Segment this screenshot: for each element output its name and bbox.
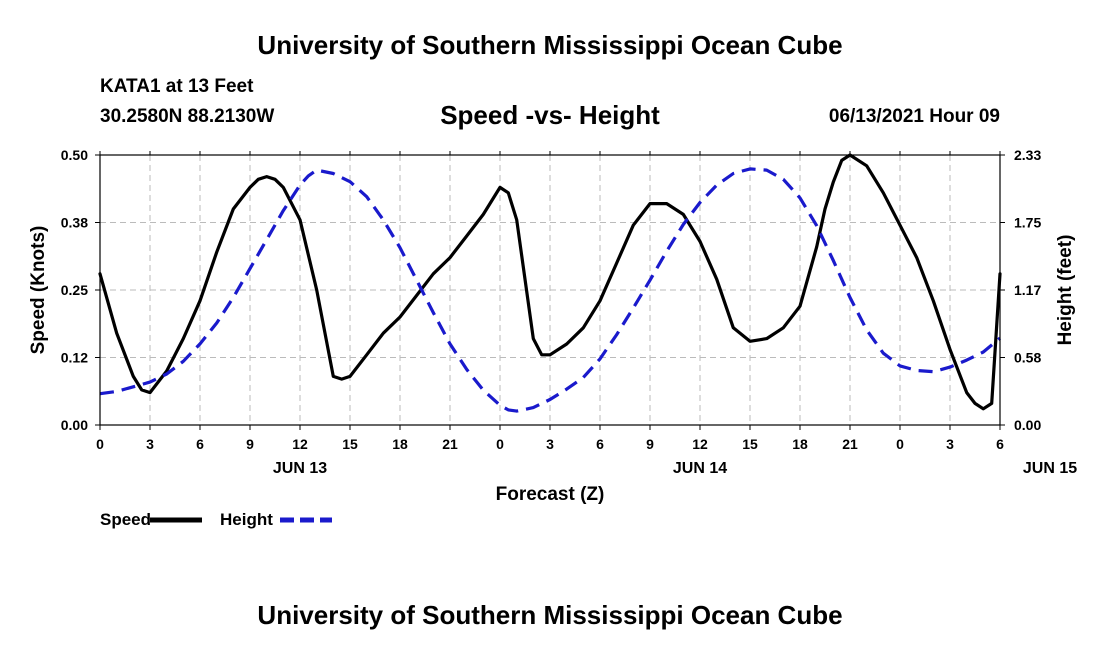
x-tick-label: 15 xyxy=(742,436,758,452)
x-tick-label: 9 xyxy=(246,436,254,452)
y-right-axis-title: Height (feet) xyxy=(1055,235,1076,346)
y-right-tick-label: 0.00 xyxy=(1014,417,1041,433)
series-line-height xyxy=(99,167,1002,413)
page-title-top: University of Southern Mississippi Ocean… xyxy=(257,30,843,60)
x-tick-label: 15 xyxy=(342,436,358,452)
date-label: JUN 15 xyxy=(1023,460,1077,477)
x-tick-label: 9 xyxy=(646,436,654,452)
y-left-tick-label: 0.00 xyxy=(61,417,88,433)
x-tick-label: 0 xyxy=(96,436,104,452)
y-left-axis-title: Speed (Knots) xyxy=(28,226,49,355)
x-tick-label: 6 xyxy=(196,436,204,452)
x-tick-label: 6 xyxy=(996,436,1004,452)
y-right-tick-label: 1.75 xyxy=(1014,215,1041,231)
x-tick-label: 21 xyxy=(842,436,858,452)
x-tick-label: 12 xyxy=(692,436,708,452)
station-coordinates: 30.2580N 88.2130W xyxy=(100,106,275,127)
x-tick-label: 12 xyxy=(292,436,308,452)
x-tick-label: 3 xyxy=(546,436,554,452)
x-axis-title: Forecast (Z) xyxy=(496,484,605,505)
y-left-tick-label: 0.25 xyxy=(61,282,88,298)
page-title-bottom: University of Southern Mississippi Ocean… xyxy=(257,600,843,630)
y-right-tick-label: 0.58 xyxy=(1014,350,1041,366)
chart-title: Speed -vs- Height xyxy=(440,100,660,130)
x-tick-label: 6 xyxy=(596,436,604,452)
x-tick-label: 3 xyxy=(946,436,954,452)
y-left-tick-label: 0.12 xyxy=(61,350,88,366)
station-label: KATA1 at 13 Feet xyxy=(100,76,254,97)
series-line-speed xyxy=(98,153,1002,411)
grid-lines xyxy=(100,155,1000,425)
x-tick-label: 0 xyxy=(496,436,504,452)
forecast-date: 06/13/2021 Hour 09 xyxy=(828,106,1000,127)
x-tick-label: 18 xyxy=(792,436,808,452)
legend-label-speed: Speed xyxy=(100,510,151,529)
x-tick-label: 21 xyxy=(442,436,458,452)
date-label: JUN 14 xyxy=(673,460,727,477)
legend-label-height: Height xyxy=(220,510,273,529)
x-tick-label: 3 xyxy=(146,436,154,452)
y-left-tick-label: 0.50 xyxy=(61,147,88,163)
x-tick-label: 18 xyxy=(392,436,408,452)
y-left-tick-label: 0.38 xyxy=(61,215,88,231)
date-label: JUN 13 xyxy=(273,460,327,477)
x-tick-label: 0 xyxy=(896,436,904,452)
y-right-tick-label: 1.17 xyxy=(1014,282,1041,298)
y-right-tick-label: 2.33 xyxy=(1014,147,1041,163)
